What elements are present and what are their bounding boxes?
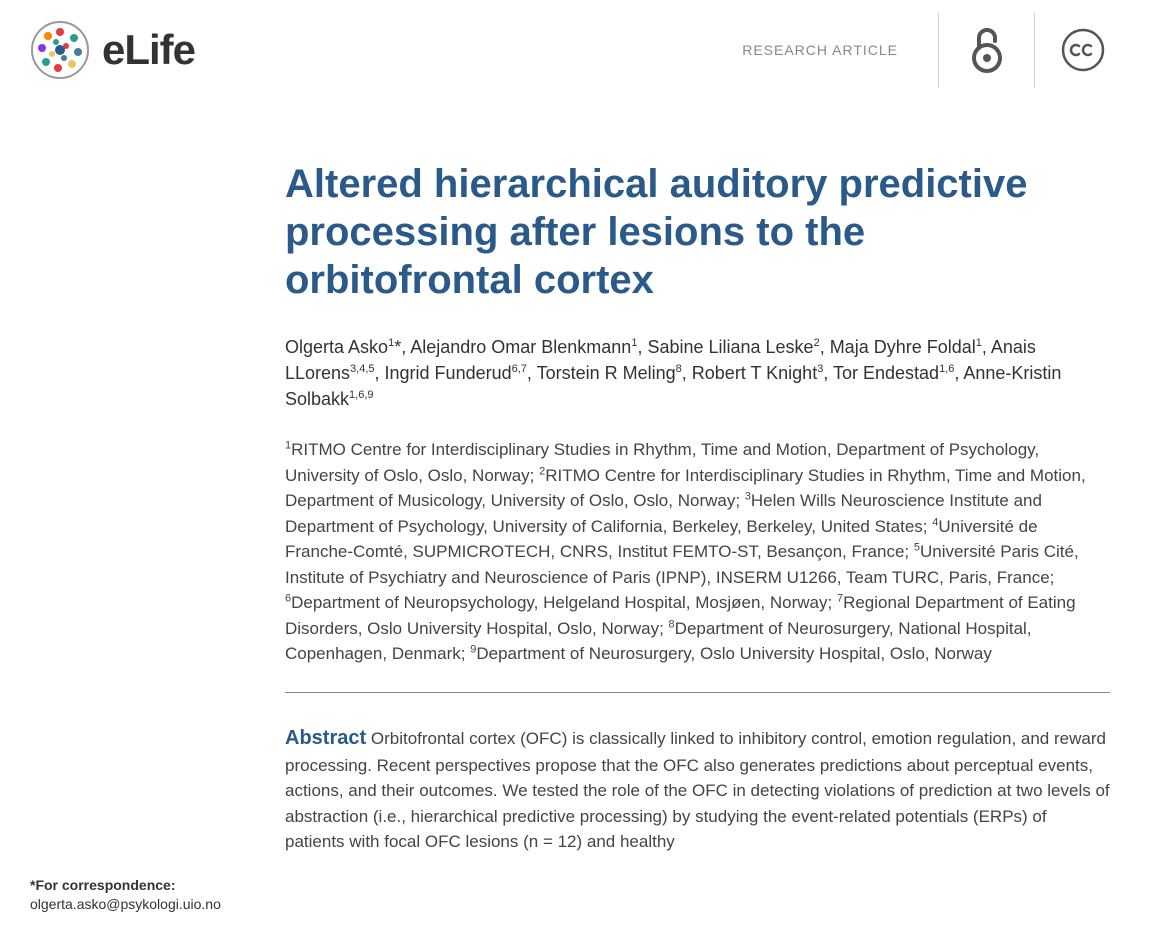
article-content: Altered hierarchical auditory predictive… [0,100,1170,855]
abstract-label: Abstract [285,727,366,749]
correspondence-label: *For correspondence: [30,876,221,896]
header-right: RESEARCH ARTICLE [742,13,1130,88]
correspondence-block: *For correspondence: olgerta.asko@psykol… [30,876,221,915]
page-header: eLife RESEARCH ARTICLE [0,0,1170,100]
correspondence-email: olgerta.asko@psykologi.uio.no [30,895,221,915]
journal-logo: eLife [30,20,195,80]
affiliation-list: 1RITMO Centre for Interdisciplinary Stud… [285,437,1110,667]
open-access-icon [939,26,1034,74]
article-type-label: RESEARCH ARTICLE [742,42,938,58]
section-divider [285,692,1110,693]
abstract-text: Orbitofrontal cortex (OFC) is classicall… [285,729,1110,852]
elife-logo-icon [30,20,90,80]
abstract-section: Abstract Orbitofrontal cortex (OFC) is c… [285,723,1110,855]
journal-name: eLife [102,26,195,74]
author-list: Olgerta Asko1*, Alejandro Omar Blenkmann… [285,334,1110,412]
creative-commons-icon [1035,28,1130,72]
article-title: Altered hierarchical auditory predictive… [285,160,1110,304]
